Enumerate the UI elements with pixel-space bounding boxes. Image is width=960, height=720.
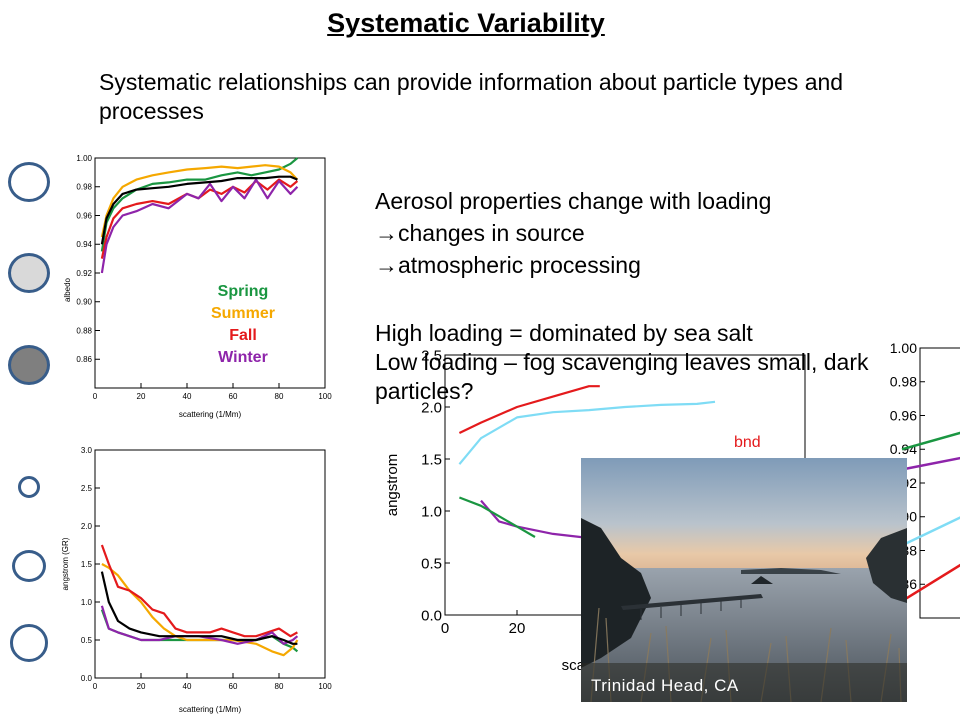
y-tick-label: 2.5 [421,347,442,364]
y-tick-label: 1.0 [81,598,93,607]
x-tick-label: 20 [137,682,146,691]
x-tick-label: 100 [318,682,332,691]
series-line-all [100,571,298,645]
legend-fall: Fall [229,327,257,344]
bullet-line: →changes in source [375,220,585,246]
y-tick-label: 2.0 [81,522,93,531]
y-tick-label: 0.96 [890,407,917,423]
x-tick-label: 0 [441,620,449,637]
y-tick-label: 3.0 [81,446,93,455]
y-tick-label: 2.5 [81,484,93,493]
x-tick-label: 60 [229,392,238,401]
y-tick-label: 0.88 [76,326,92,335]
photo-caption: Trinidad Head, CA [591,676,739,695]
y-axis-label: angstrom [384,454,401,517]
series-line-all [100,175,298,245]
series-line-brw [459,496,536,538]
y-tick-label: 0.96 [76,211,92,220]
angstrom-gr-chart: 0.0 0.5 1.0 1.5 2.0 2.5 3.0 0 20 40 60 80 100 angstr… [61,446,332,714]
series-line-fall [100,178,299,259]
series-line-bnd [901,563,960,603]
bullet-line: Aerosol properties change with loading [375,188,772,214]
x-tick-label: 20 [137,392,146,401]
legend-summer: Summer [211,305,275,322]
slide-title: Systematic Variability [327,8,605,38]
y-axis-label: angstrom (GR) [61,537,70,590]
series-line-sgp [901,516,960,547]
legend-spring: Spring [218,283,269,300]
x-tick-label: 20 [509,620,526,637]
series-line-brw [901,431,960,451]
y-axis-label: albedo [63,277,72,302]
x-tick-label: 80 [275,392,284,401]
y-tick-label: 0.5 [421,555,442,572]
x-tick-label: 0 [93,392,98,401]
y-tick-label: 1.5 [81,560,93,569]
y-tick-label: 1.0 [421,503,442,520]
x-tick-label: 60 [229,682,238,691]
intro-text: Systematic relationships can provide inf… [99,69,844,124]
bullets-loading: Aerosol properties change with loading →… [375,185,935,281]
decor-circle-5 [12,550,46,582]
y-tick-label: 0.98 [76,183,92,192]
x-tick-label: 0 [93,682,98,691]
y-tick-label: 0.0 [421,607,442,624]
series-line-fall [100,544,298,638]
bullet-line: →atmospheric processing [375,252,641,278]
x-axis-label: scattering (1/Mm) [179,410,242,419]
y-tick-label: 0.90 [76,298,92,307]
y-tick-label: 0.5 [81,636,93,645]
y-tick-label: 1.5 [421,451,442,468]
decor-circle-2 [8,253,50,293]
y-tick-label: 1.00 [890,340,917,356]
x-tick-label: 80 [275,682,284,691]
x-tick-label: 100 [318,392,332,401]
photo-image [581,458,907,702]
bullets-sources: High loading = dominated by sea salt Low… [375,319,935,406]
y-tick-label: 1.00 [76,154,92,163]
y-tick-label: 0.86 [76,355,92,364]
series-line-winter [100,178,299,274]
x-tick-label: 40 [183,392,192,401]
series-line-summer [100,164,299,238]
decor-circle-6 [10,624,48,662]
legend-winter: Winter [218,349,268,366]
series-line-summer [101,563,299,657]
y-tick-label: 2.0 [421,399,442,416]
decor-circle-3 [8,345,50,385]
y-tick-label: 0.92 [76,269,92,278]
series-line-spring [100,609,299,653]
bullet-line: Low loading – fog scavenging leaves smal… [375,349,869,404]
albedo-chart: 0.86 0.88 0.90 0.92 0.94 0.96 0.98 1.00 0 20 40 60 8… [63,154,332,419]
decor-circle-1 [8,162,50,202]
y-tick-label: 0.98 [890,374,917,390]
y-tick-label: 0.0 [81,674,93,683]
series-line-bnd [458,385,600,434]
series-line-sgp [458,400,716,465]
y-tick-label: 0.94 [76,240,92,249]
legend-bnd: bnd [734,434,761,451]
series-line-wsa [901,456,960,471]
trinidad-head-photo: Trinidad Head, CA [581,458,907,702]
bullet-line: High loading = dominated by sea salt [375,320,753,346]
x-axis-label: scattering (1/Mm) [179,705,242,714]
decor-circle-4 [18,476,40,498]
x-tick-label: 40 [183,682,192,691]
series-line-spring [100,157,299,252]
